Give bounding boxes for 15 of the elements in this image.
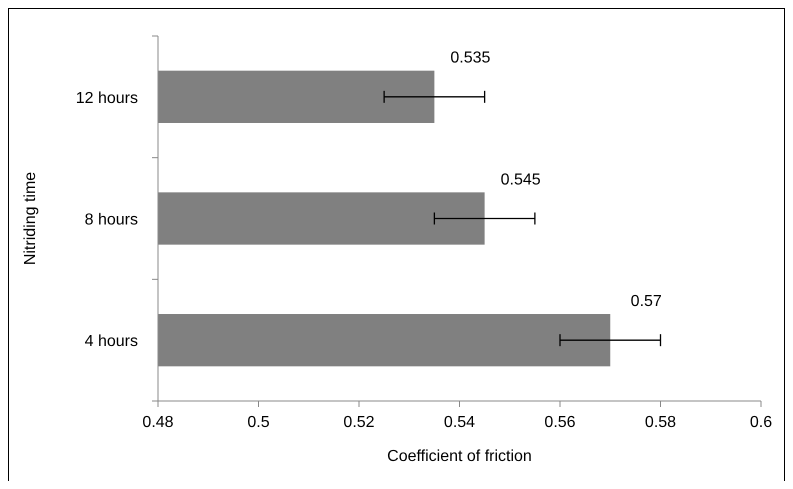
x-tick-label: 0.6	[750, 414, 772, 431]
data-label: 0.535	[450, 50, 490, 67]
x-tick-label: 0.52	[343, 414, 375, 431]
x-tick-label: 0.58	[644, 414, 676, 431]
x-tick-label: 0.56	[544, 414, 576, 431]
y-tick-label: 12 hours	[76, 90, 138, 107]
x-tick-label: 0.48	[142, 414, 174, 431]
x-tick-label: 0.54	[444, 414, 476, 431]
x-axis-title: Coefficient of friction	[387, 448, 532, 465]
y-axis-title: Nitriding time	[22, 172, 39, 266]
y-tick-label: 8 hours	[84, 212, 138, 228]
x-tick-label: 0.5	[247, 414, 270, 431]
y-tick-label: 4 hours	[84, 333, 138, 350]
data-label: 0.545	[500, 171, 541, 188]
data-label: 0.57	[630, 293, 662, 310]
